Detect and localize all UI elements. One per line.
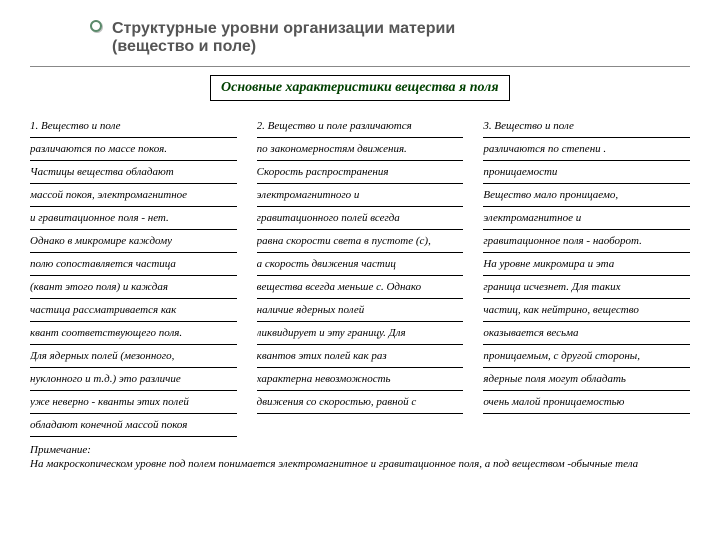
text-line: наличие ядерных полей [257,299,464,322]
text-line: обладают конечной массой покоя [30,414,237,437]
footnote: Примечание: На макроскопическом уровне п… [30,443,690,472]
text-line: ликвидирует и эту границу. Для [257,322,464,345]
text-line: движения со скоростью, равной с [257,391,464,414]
text-line: Частицы вещества обладают [30,161,237,184]
text-line: ядерные поля могут обладать [483,368,690,391]
text-line: проницаемым, с другой стороны, [483,345,690,368]
text-line: На уровне микромира и эта [483,253,690,276]
text-line: и гравитационное поля - нет. [30,207,237,230]
text-line: электромагнитное и [483,207,690,230]
text-line: частиц, как нейтрино, вещество [483,299,690,322]
text-line: равна скорости света в пустоте (с), [257,230,464,253]
text-line: уже неверно - кванты этих полей [30,391,237,414]
text-line: гравитационное поля - наоборот. [483,230,690,253]
footnote-label: Примечание: [30,443,690,457]
text-line: Скорость распространения [257,161,464,184]
text-line: 1. Вещество и поле [30,115,237,138]
column-1: 1. Вещество и полеразличаются по массе п… [30,115,237,437]
text-line: различаются по степени . [483,138,690,161]
text-line: 2. Вещество и поле различаются [257,115,464,138]
text-line: характерна невозможность [257,368,464,391]
text-line: Однако в микромире каждому [30,230,237,253]
text-line: проницаемости [483,161,690,184]
text-line: граница исчезнет. Для таких [483,276,690,299]
subtitle-box: Основные характеристики вещества я поля [210,75,510,101]
text-line: нуклонного и т.д.) это различие [30,368,237,391]
text-line: вещества всегда меньше с. Однако [257,276,464,299]
title-text: Структурные уровни организации материи (… [112,20,455,56]
divider [30,66,690,67]
text-line: Вещество мало проницаемо, [483,184,690,207]
footnote-text: На макроскопическом уровне под полем пон… [30,457,690,471]
subtitle-text: Основные характеристики вещества я поля [221,80,499,95]
text-line: по закономерностям движения. [257,138,464,161]
title-block: Структурные уровни организации материи (… [90,20,690,56]
column-2: 2. Вещество и поле различаютсяпо законом… [257,115,464,437]
text-line: очень малой проницаемостью [483,391,690,414]
text-line: (квант этого поля) и каждая [30,276,237,299]
text-line: полю сопоставляется частица [30,253,237,276]
text-line: массой покоя, электромагнитное [30,184,237,207]
bullet-icon [90,20,102,32]
column-3: 3. Вещество и полеразличаются по степени… [483,115,690,437]
page-root: Структурные уровни организации материи (… [0,0,720,482]
text-line: частица рассматривается как [30,299,237,322]
text-line: квантов этих полей как раз [257,345,464,368]
text-line: Для ядерных полей (мезонного, [30,345,237,368]
text-line: а скорость движения частиц [257,253,464,276]
title-line2: (вещество и поле) [112,38,455,56]
text-line: электромагнитного и [257,184,464,207]
columns: 1. Вещество и полеразличаются по массе п… [30,115,690,437]
text-line: гравитационного полей всегда [257,207,464,230]
text-line: различаются по массе покоя. [30,138,237,161]
text-line: квант соответствующего поля. [30,322,237,345]
title-line1: Структурные уровни организации материи [112,20,455,38]
text-line: 3. Вещество и поле [483,115,690,138]
text-line: оказывается весьма [483,322,690,345]
